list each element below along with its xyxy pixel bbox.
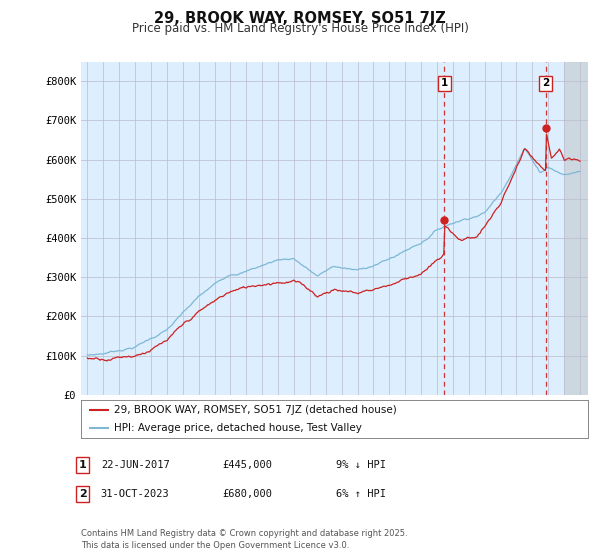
Text: 1: 1 xyxy=(441,78,448,88)
Text: 29, BROOK WAY, ROMSEY, SO51 7JZ: 29, BROOK WAY, ROMSEY, SO51 7JZ xyxy=(154,11,446,26)
Text: 6% ↑ HPI: 6% ↑ HPI xyxy=(336,489,386,499)
Text: 31-OCT-2023: 31-OCT-2023 xyxy=(101,489,170,499)
Text: 9% ↓ HPI: 9% ↓ HPI xyxy=(336,460,386,470)
Text: 2: 2 xyxy=(79,489,86,499)
Text: HPI: Average price, detached house, Test Valley: HPI: Average price, detached house, Test… xyxy=(114,423,362,433)
Text: 29, BROOK WAY, ROMSEY, SO51 7JZ (detached house): 29, BROOK WAY, ROMSEY, SO51 7JZ (detache… xyxy=(114,405,397,415)
Text: Contains HM Land Registry data © Crown copyright and database right 2025.
This d: Contains HM Land Registry data © Crown c… xyxy=(81,529,407,550)
Text: 2: 2 xyxy=(542,78,549,88)
Text: £680,000: £680,000 xyxy=(222,489,272,499)
Bar xyxy=(564,62,588,395)
Text: Price paid vs. HM Land Registry's House Price Index (HPI): Price paid vs. HM Land Registry's House … xyxy=(131,22,469,35)
Text: 22-JUN-2017: 22-JUN-2017 xyxy=(101,460,170,470)
Text: 1: 1 xyxy=(79,460,86,470)
Text: £445,000: £445,000 xyxy=(222,460,272,470)
